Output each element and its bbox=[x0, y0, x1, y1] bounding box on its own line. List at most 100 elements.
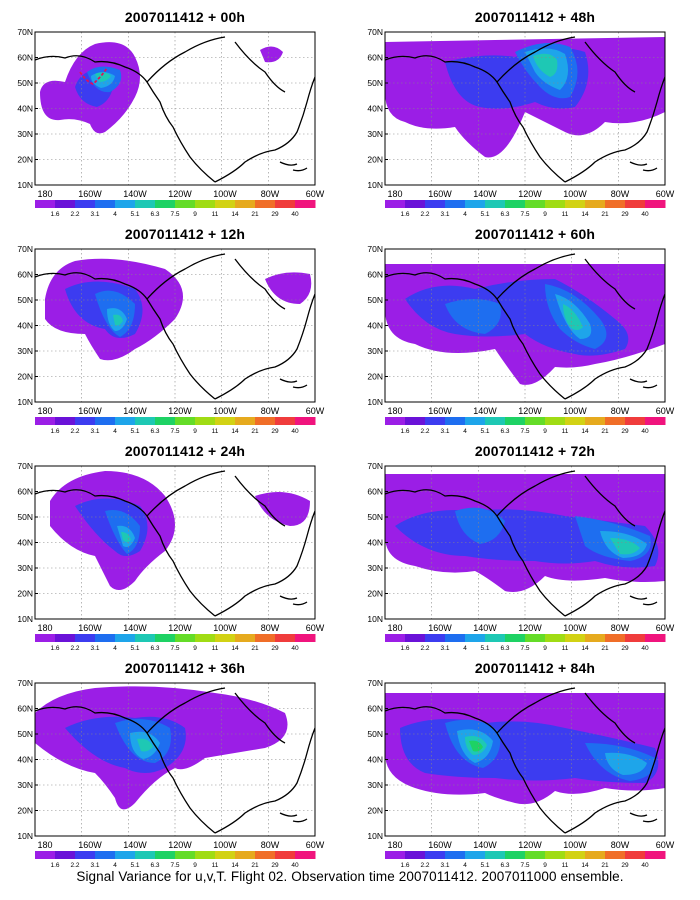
lat-tick-label: 50N bbox=[367, 512, 383, 522]
map-plot: 10N 20N 30N 40N 50N 60N 70N 180 160W 140W 120W 100W… bbox=[367, 27, 674, 218]
map-plot: 10N 20N 30N 40N 50N 60N 70N 180 160W 140W 120W 100W… bbox=[17, 678, 324, 869]
colorbar-swatch bbox=[175, 851, 196, 859]
lon-tick-label: 160W bbox=[78, 623, 102, 633]
lat-tick-label: 70N bbox=[17, 461, 33, 471]
colorbar-label: 2.2 bbox=[420, 211, 429, 218]
colorbar-swatch bbox=[525, 417, 546, 425]
colorbar-label: 6.3 bbox=[150, 645, 159, 652]
colorbar-label: 7.5 bbox=[520, 645, 529, 652]
colorbar-label: 21 bbox=[601, 428, 609, 435]
colorbar-label: 29 bbox=[271, 645, 279, 652]
colorbar-swatch bbox=[645, 200, 666, 208]
lon-tick-label: 60W bbox=[656, 840, 675, 850]
colorbar-swatch bbox=[135, 634, 156, 642]
colorbar-swatch bbox=[175, 634, 196, 642]
colorbar-swatch bbox=[565, 634, 586, 642]
colorbar-swatch bbox=[385, 417, 406, 425]
colorbar-label: 40 bbox=[641, 645, 649, 652]
map-plot: 10N 20N 30N 40N 50N 60N 70N 180 160W 140W 120W 100W… bbox=[367, 678, 675, 869]
colorbar-label: 21 bbox=[601, 645, 609, 652]
colorbar-swatch bbox=[155, 200, 176, 208]
colorbar-swatch bbox=[135, 851, 156, 859]
colorbar-label: 1.6 bbox=[50, 428, 59, 435]
colorbar-swatch bbox=[385, 200, 406, 208]
colorbar-label: 29 bbox=[621, 211, 629, 218]
colorbar-swatch bbox=[645, 851, 666, 859]
lon-tick-label: 180 bbox=[37, 189, 52, 199]
colorbar-label: 1.6 bbox=[400, 862, 409, 869]
lat-tick-label: 20N bbox=[17, 806, 33, 816]
colorbar-label: 21 bbox=[251, 211, 259, 218]
lat-tick-label: 50N bbox=[367, 78, 383, 88]
lon-tick-label: 80W bbox=[611, 189, 630, 199]
contour-fill bbox=[265, 272, 312, 304]
colorbar-label: 11 bbox=[562, 645, 569, 652]
colorbar-label: 4 bbox=[463, 862, 467, 869]
contour-fill bbox=[137, 738, 153, 752]
contour-fill bbox=[605, 752, 647, 775]
map-plot: 10N 20N 30N 40N 50N 60N 70N 180 160W 140W 120W 100W… bbox=[367, 461, 674, 652]
coastline bbox=[385, 36, 665, 183]
lat-tick-label: 20N bbox=[367, 372, 383, 382]
lon-tick-label: 100W bbox=[563, 189, 587, 199]
lat-tick-label: 50N bbox=[17, 512, 33, 522]
lat-tick-label: 10N bbox=[367, 397, 383, 407]
lon-tick-label: 180 bbox=[387, 406, 402, 416]
lon-tick-label: 60W bbox=[306, 189, 325, 199]
colorbar-label: 4 bbox=[113, 645, 117, 652]
lon-tick-label: 140W bbox=[123, 189, 147, 199]
colorbar-label: 6.3 bbox=[150, 211, 159, 218]
colorbar-swatch bbox=[215, 200, 236, 208]
colorbar-swatch bbox=[195, 634, 216, 642]
lat-tick-label: 50N bbox=[17, 729, 33, 739]
lon-tick-label: 160W bbox=[428, 189, 452, 199]
variance-contours bbox=[40, 42, 283, 134]
colorbar-swatch bbox=[425, 634, 446, 642]
colorbar-swatch bbox=[425, 417, 446, 425]
colorbar-label: 6.3 bbox=[150, 862, 159, 869]
variance-contours bbox=[45, 258, 312, 361]
lon-tick-label: 140W bbox=[473, 189, 497, 199]
lat-tick-label: 60N bbox=[367, 487, 383, 497]
contour-fill bbox=[610, 538, 640, 555]
lon-tick-label: 140W bbox=[123, 840, 147, 850]
colorbar-swatch bbox=[275, 851, 296, 859]
colorbar-label: 21 bbox=[601, 211, 609, 218]
colorbar-swatch bbox=[385, 634, 406, 642]
colorbar-swatch bbox=[275, 417, 296, 425]
colorbar-label: 3.1 bbox=[440, 645, 449, 652]
lat-tick-label: 30N bbox=[17, 780, 33, 790]
lat-tick-label: 30N bbox=[17, 129, 33, 139]
colorbar-swatch bbox=[545, 634, 566, 642]
colorbar-swatch bbox=[485, 851, 506, 859]
colorbar-swatch bbox=[295, 634, 316, 642]
colorbar-label: 21 bbox=[601, 862, 609, 869]
colorbar-swatch bbox=[55, 851, 76, 859]
colorbar-swatch bbox=[605, 634, 626, 642]
colorbar-swatch bbox=[215, 851, 236, 859]
lon-tick-label: 80W bbox=[261, 189, 280, 199]
colorbar-label: 9 bbox=[543, 645, 547, 652]
colorbar-label: 1.6 bbox=[50, 211, 59, 218]
colorbar-swatch bbox=[155, 634, 176, 642]
colorbar-swatch bbox=[155, 851, 176, 859]
colorbar-label: 7.5 bbox=[520, 862, 529, 869]
colorbar-swatch bbox=[465, 851, 486, 859]
contour-fill bbox=[455, 507, 505, 544]
lat-tick-label: 70N bbox=[17, 678, 33, 688]
map-panel-p84: 2007011412 + 84h 10N 20N 30N 40N 50N 60N 70N 180… bbox=[365, 656, 700, 873]
colorbar-swatch bbox=[35, 417, 56, 425]
colorbar-swatch bbox=[605, 200, 626, 208]
colorbar-swatch bbox=[625, 417, 646, 425]
lon-tick-label: 80W bbox=[611, 840, 630, 850]
colorbar-label: 2.2 bbox=[70, 211, 79, 218]
lat-tick-label: 30N bbox=[367, 780, 383, 790]
colorbar-swatch bbox=[405, 851, 426, 859]
map-panel-p12: 2007011412 + 12h 10N 20N 30N 40N 50N 60N 70N 180… bbox=[15, 222, 355, 439]
variance-contours bbox=[385, 693, 665, 805]
lon-tick-label: 100W bbox=[563, 840, 587, 850]
coastline bbox=[385, 470, 665, 617]
colorbar-swatch bbox=[55, 200, 76, 208]
coastline bbox=[35, 687, 315, 834]
colorbar-label: 9 bbox=[543, 862, 547, 869]
